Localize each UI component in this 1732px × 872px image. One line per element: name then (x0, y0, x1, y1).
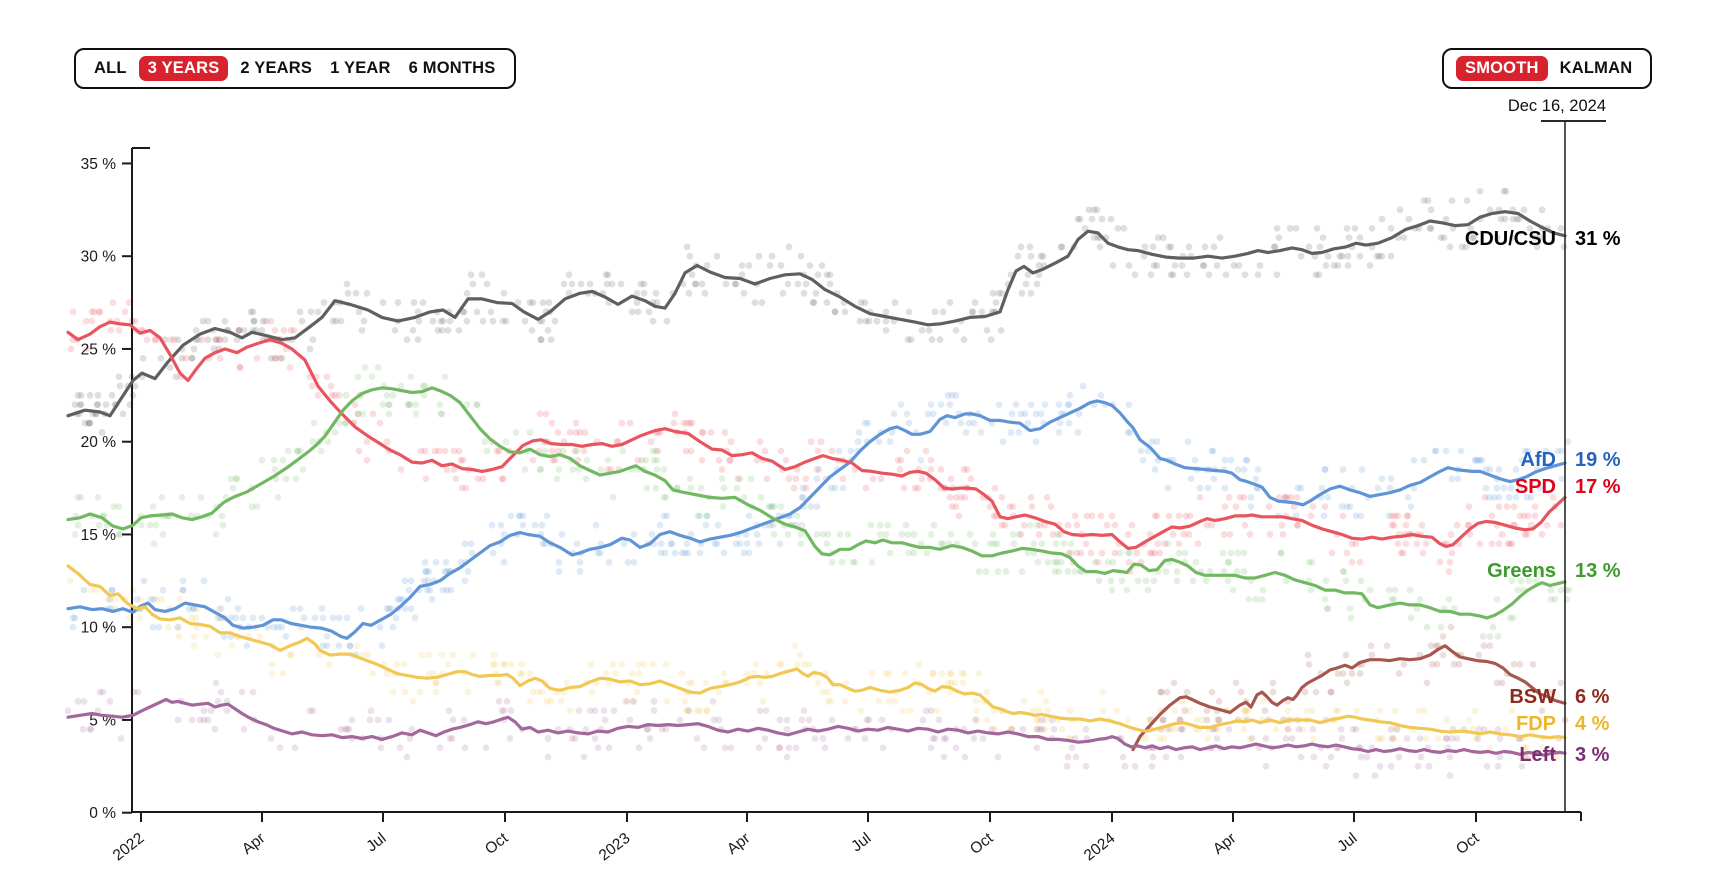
party-value-afd: 19 % (1575, 449, 1621, 471)
x-axis-tick-label: Jul (1334, 830, 1360, 856)
y-axis-tick-label: 30 % (81, 249, 117, 266)
y-axis-tick-label: 0 % (89, 805, 116, 822)
range-option-2-years[interactable]: 2 YEARS (240, 59, 313, 77)
trend-line-spd (66, 320, 1567, 551)
party-value-spd: 17 % (1575, 476, 1621, 498)
scatter-afd (69, 382, 1572, 659)
x-axis-tick-label: Oct (1453, 829, 1483, 858)
x-axis-tick-label: Apr (1210, 830, 1239, 858)
scatter-greens (71, 364, 1573, 640)
party-label-greens: Greens (1487, 560, 1556, 582)
party-label-cdu-csu: CDU/CSU (1465, 228, 1556, 250)
time-range-toggle: ALL 3 YEARS 2 YEARS 1 YEAR 6 MONTHS (74, 48, 516, 89)
mode-option-smooth[interactable]: SMOOTH (1456, 56, 1548, 81)
trend-line-left (66, 697, 1567, 757)
party-value-left: 3 % (1575, 744, 1610, 766)
scatter-cdu-csu (71, 187, 1568, 436)
trend-line-cdu-csu (66, 210, 1567, 418)
x-axis-tick-label: Apr (239, 830, 268, 858)
y-axis-tick-label: 10 % (81, 620, 117, 637)
chart-axes: 0 %5 %10 %15 %20 %25 %30 %35 %2022 Apr Jul… (81, 147, 1582, 865)
party-value-fdp: 4 % (1575, 713, 1610, 735)
scatter-fdp (66, 577, 1561, 761)
x-axis-tick-label: Jul (363, 830, 389, 856)
party-label-bsw: BSW (1509, 686, 1556, 708)
trend-line-afd (66, 399, 1567, 640)
party-label-spd: SPD (1515, 476, 1556, 498)
x-axis-tick-label: Oct (482, 829, 512, 858)
date-cursor: Dec 16, 2024 (1508, 97, 1606, 812)
y-axis-tick-label: 35 % (81, 156, 117, 173)
range-option-1-year[interactable]: 1 YEAR (330, 59, 391, 77)
y-axis-tick-label: 25 % (81, 341, 117, 358)
party-label-left: Left (1519, 744, 1556, 766)
x-axis-tick-label: 2024 (1081, 830, 1119, 865)
party-label-afd: AfD (1520, 449, 1556, 471)
trend-line-greens (66, 386, 1567, 620)
trend-line-bsw (1131, 644, 1567, 752)
range-option-3-years[interactable]: 3 YEARS (138, 56, 229, 81)
y-axis-tick-label: 20 % (81, 434, 117, 451)
party-value-bsw: 6 % (1575, 686, 1610, 708)
y-axis-tick-label: 15 % (81, 527, 117, 544)
party-end-labels: CDU/CSU 31 % AfD 19 % SPD 17 % Greens 13 % BSW 6 … (1465, 228, 1621, 766)
x-axis-tick-label: 2022 (110, 830, 148, 865)
cursor-date-label: Dec 16, 2024 (1508, 97, 1606, 115)
range-option-6-months[interactable]: 6 MONTHS (408, 59, 496, 77)
poll-trend-lines (66, 210, 1567, 757)
x-axis-tick-label: Jul (848, 830, 874, 856)
party-value-greens: 13 % (1575, 560, 1621, 582)
x-axis-tick-label: Oct (967, 829, 997, 858)
party-value-cdu-csu: 31 % (1575, 228, 1621, 250)
x-axis-tick-label: 2023 (596, 830, 634, 865)
smoothing-mode-toggle: SMOOTH KALMAN (1442, 48, 1653, 89)
trend-line-fdp (66, 564, 1567, 740)
x-axis-tick-label: Apr (724, 830, 753, 858)
mode-option-kalman[interactable]: KALMAN (1559, 59, 1633, 77)
range-option-all[interactable]: ALL (94, 59, 127, 77)
poll-scatter-dots (64, 187, 1573, 779)
party-label-fdp: FDP (1516, 713, 1556, 735)
